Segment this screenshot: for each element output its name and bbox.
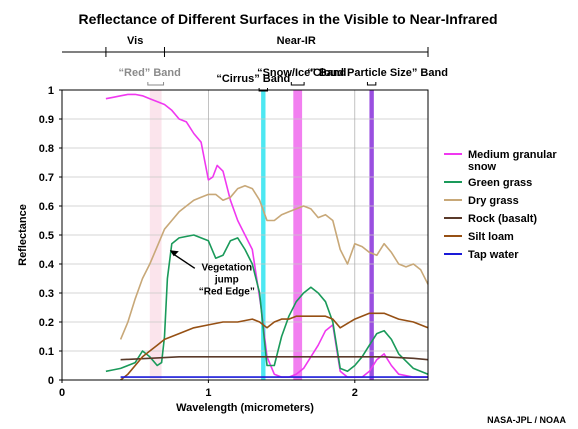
chart-title: Reflectance of Different Surfaces in the… [78, 11, 497, 27]
series-lines [105, 93, 429, 381]
region-label: Near-IR [277, 35, 316, 47]
region-bar: Vis Near-IR [62, 35, 429, 57]
legend-label: Rock (basalt) [468, 213, 537, 225]
x-axis-label: Wavelength (micrometers) [176, 402, 314, 414]
grid [62, 90, 428, 380]
y-axis-label: Reflectance [17, 204, 29, 266]
series-line [120, 312, 429, 381]
legend: Medium granular snow Green grass Dry grass R… [444, 149, 557, 261]
series-line [120, 356, 429, 361]
x-tick-label: 2 [352, 387, 358, 399]
credit-text: NASA-JPL / NOAA [487, 415, 566, 425]
annotation-line: Vegetation [202, 262, 253, 273]
y-tick-label: 0.7 [39, 172, 54, 184]
band-bracket [366, 82, 377, 86]
region-label: Vis [127, 35, 143, 47]
legend-label: Green grass [468, 177, 532, 189]
band-label: “Cloud Particle Size” Band [307, 67, 448, 79]
y-tick-label: 0.2 [39, 317, 54, 329]
axis-ticks: 0 0.1 0.2 0.3 0.4 0.5 0.6 0.7 0.8 0.9 1 0 1 2 [39, 85, 358, 399]
legend-label: Dry grass [468, 195, 519, 207]
y-tick-label: 0 [48, 375, 54, 387]
x-tick-label: 0 [59, 387, 65, 399]
legend-label: Silt loam [468, 231, 514, 243]
band-label: “Red” Band [119, 67, 181, 79]
y-tick-label: 0.4 [39, 259, 55, 271]
band-label: “Snow/Ice” Band [257, 67, 346, 79]
legend-label: Tap water [468, 249, 519, 261]
annotation-line: jump [214, 274, 239, 285]
annotation-arrow-head [169, 250, 179, 257]
y-tick-label: 1 [48, 85, 54, 97]
annotation-arrow-shaft [173, 253, 196, 269]
x-tick-label: 1 [205, 387, 211, 399]
series-line [119, 184, 429, 340]
y-tick-label: 0.9 [39, 114, 54, 126]
band-bracket [147, 82, 165, 86]
band-label: “Cirrus” Band [216, 73, 290, 85]
annotation-line: “Red Edge” [199, 286, 255, 297]
y-tick-label: 0.3 [39, 288, 54, 300]
y-tick-label: 0.8 [39, 143, 54, 155]
y-tick-label: 0.1 [39, 346, 54, 358]
legend-label: Medium granular snow [468, 149, 557, 173]
y-tick-label: 0.6 [39, 201, 54, 213]
y-tick-label: 0.5 [39, 230, 54, 242]
band-bracket [290, 82, 305, 86]
